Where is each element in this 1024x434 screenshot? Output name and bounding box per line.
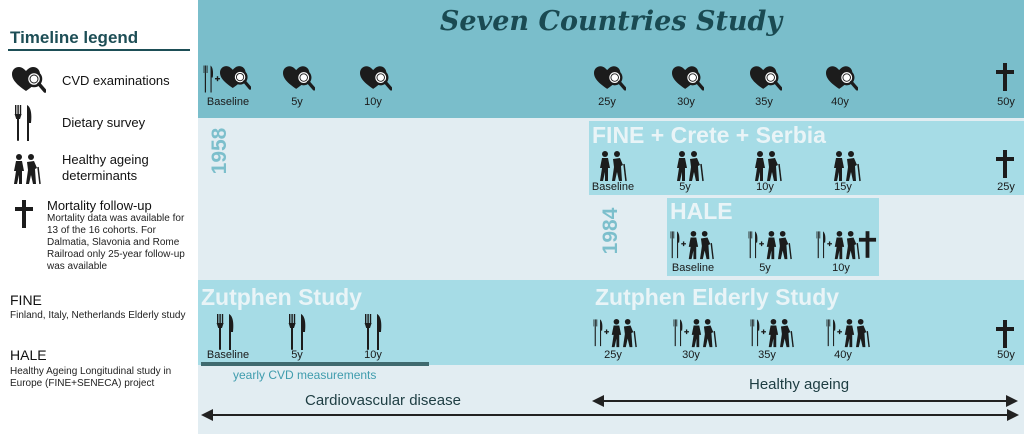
hale-band bbox=[667, 198, 879, 276]
healthy-ageing-icon bbox=[675, 150, 705, 182]
scs-label: 30y bbox=[677, 96, 695, 108]
yearly-cvd-label: yearly CVD measurements bbox=[233, 368, 377, 382]
hale-label: 10y bbox=[832, 262, 850, 274]
zutphen-title: Zutphen Study bbox=[201, 284, 362, 310]
cvd-examination-icon bbox=[12, 67, 46, 93]
dietary-survey-icon bbox=[288, 314, 308, 350]
legend-cvd-label: CVD examinations bbox=[62, 73, 170, 88]
diet-ageing-icon bbox=[748, 230, 793, 260]
legend-divider bbox=[8, 49, 190, 51]
legend-title: Timeline legend bbox=[10, 28, 139, 47]
diet-ageing-icon bbox=[816, 230, 861, 260]
dietary-survey-icon bbox=[364, 314, 384, 350]
cvd-examination-icon bbox=[360, 66, 392, 91]
zutphen-elderly-label: 40y bbox=[834, 349, 852, 361]
legend-hale-label: HALE bbox=[10, 347, 47, 363]
diet-ageing-icon bbox=[673, 318, 718, 348]
zutphen-elderly-title: Zutphen Elderly Study bbox=[595, 284, 840, 310]
year-1984: 1984 bbox=[599, 207, 622, 255]
dietary-survey-icon bbox=[216, 314, 236, 350]
healthy-ageing-icon bbox=[753, 150, 783, 182]
legend-mortality-label: Mortality follow-up bbox=[47, 198, 152, 213]
zutphen-elderly-label: 35y bbox=[758, 349, 776, 361]
legend-ageing-label: Healthy ageing determinants bbox=[62, 152, 149, 183]
diet-ageing-icon bbox=[826, 318, 871, 348]
mortality-cross-icon bbox=[995, 150, 1015, 178]
healthy-ageing-icon bbox=[12, 153, 42, 185]
healthy-ageing-icon bbox=[832, 150, 862, 182]
fine-label: 15y bbox=[834, 181, 852, 193]
dietary-survey-icon bbox=[14, 105, 34, 141]
fine-label: 10y bbox=[756, 181, 774, 193]
yearly-cvd-bar bbox=[201, 362, 429, 366]
baseline-diet-cvd-icon bbox=[203, 65, 251, 93]
diet-ageing-icon bbox=[750, 318, 795, 348]
hale-title: HALE bbox=[670, 198, 733, 224]
healthy-ageing-icon bbox=[598, 150, 628, 182]
legend-fine-label: FINE bbox=[10, 292, 42, 308]
cvd-examination-icon bbox=[826, 66, 858, 91]
diet-ageing-icon bbox=[593, 318, 638, 348]
fine-band bbox=[589, 121, 1024, 195]
fine-title: FINE + Crete + Serbia bbox=[592, 122, 826, 148]
cvd-examination-icon bbox=[672, 66, 704, 91]
zutphen-label: Baseline bbox=[206, 349, 250, 361]
scs-label: Baseline bbox=[206, 96, 250, 108]
legend-diet-label: Dietary survey bbox=[62, 115, 146, 130]
zutphen-elderly-label: 25y bbox=[604, 349, 622, 361]
timeline-legend: Timeline legend CVD examinations Dietary… bbox=[0, 0, 198, 434]
healthy-ageing-label: Healthy ageing bbox=[749, 376, 850, 393]
zutphen-elderly-label: 30y bbox=[682, 349, 700, 361]
cvd-examination-icon bbox=[283, 66, 315, 91]
timeline-panel: Seven Countries Study Baseline 5y 10y 25… bbox=[198, 0, 1024, 434]
hale-label: Baseline bbox=[671, 262, 715, 274]
mortality-cross-icon bbox=[995, 63, 1015, 91]
zutphen-elderly-label: 50y bbox=[997, 349, 1015, 361]
cvd-examination-icon bbox=[594, 66, 626, 91]
scs-label: 40y bbox=[831, 96, 849, 108]
zutphen-label: 5y bbox=[291, 349, 303, 361]
zutphen-band bbox=[198, 280, 1024, 365]
legend-fine-desc: Finland, Italy, Netherlands Elderly stud… bbox=[10, 310, 186, 321]
cvd-arrow bbox=[201, 409, 1019, 421]
scs-label: 5y bbox=[291, 96, 303, 108]
year-1958: 1958 bbox=[208, 127, 231, 175]
cvd-label: Cardiovascular disease bbox=[305, 392, 461, 409]
scs-label: 25y bbox=[598, 96, 616, 108]
scs-label: 50y bbox=[997, 96, 1015, 108]
mortality-cross-icon bbox=[995, 320, 1015, 348]
hale-label: 5y bbox=[759, 262, 771, 274]
page-title: Seven Countries Study bbox=[439, 6, 783, 37]
mortality-cross-icon bbox=[14, 200, 34, 228]
healthy-ageing-arrow bbox=[592, 395, 1018, 407]
fine-label: Baseline bbox=[591, 181, 635, 193]
scs-label: 10y bbox=[364, 96, 382, 108]
scs-label: 35y bbox=[755, 96, 773, 108]
diet-ageing-icon bbox=[670, 230, 715, 260]
fine-label: 25y bbox=[997, 181, 1015, 193]
legend-hale-desc: Healthy Ageing Longitudinal study in Eur… bbox=[10, 366, 172, 389]
cvd-examination-icon bbox=[750, 66, 782, 91]
zutphen-label: 10y bbox=[364, 349, 382, 361]
mortality-cross-icon bbox=[858, 231, 877, 258]
legend-mortality-note: Mortality data was available for 13 of t… bbox=[47, 213, 185, 272]
fine-label: 5y bbox=[679, 181, 691, 193]
header-band bbox=[198, 0, 1024, 118]
